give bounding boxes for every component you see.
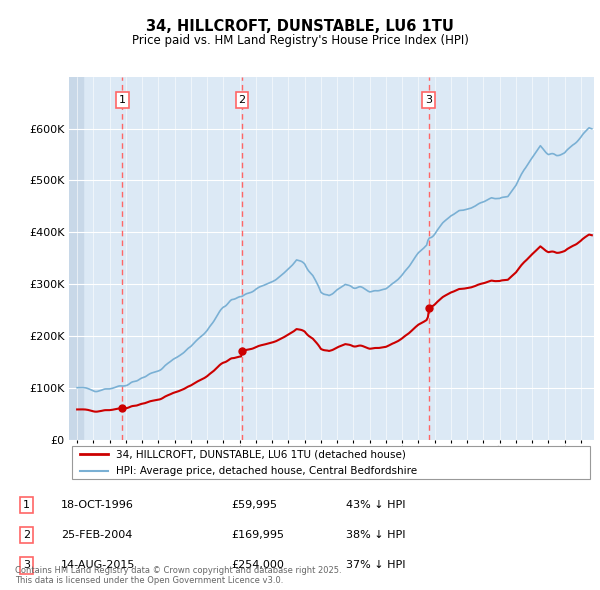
FancyBboxPatch shape xyxy=(71,445,590,480)
Text: £169,995: £169,995 xyxy=(231,530,284,540)
Text: 3: 3 xyxy=(425,95,432,105)
Text: 34, HILLCROFT, DUNSTABLE, LU6 1TU: 34, HILLCROFT, DUNSTABLE, LU6 1TU xyxy=(146,19,454,34)
Text: 3: 3 xyxy=(23,560,30,571)
Text: 2: 2 xyxy=(238,95,245,105)
Text: 43% ↓ HPI: 43% ↓ HPI xyxy=(346,500,406,510)
Text: 37% ↓ HPI: 37% ↓ HPI xyxy=(346,560,406,571)
Text: 18-OCT-1996: 18-OCT-1996 xyxy=(61,500,134,510)
Text: HPI: Average price, detached house, Central Bedfordshire: HPI: Average price, detached house, Cent… xyxy=(116,466,418,476)
Text: Price paid vs. HM Land Registry's House Price Index (HPI): Price paid vs. HM Land Registry's House … xyxy=(131,34,469,47)
Text: 38% ↓ HPI: 38% ↓ HPI xyxy=(346,530,406,540)
Text: 1: 1 xyxy=(119,95,126,105)
Text: 34, HILLCROFT, DUNSTABLE, LU6 1TU (detached house): 34, HILLCROFT, DUNSTABLE, LU6 1TU (detac… xyxy=(116,449,406,459)
Text: £254,000: £254,000 xyxy=(231,560,284,571)
Text: 1: 1 xyxy=(23,500,30,510)
Text: 25-FEB-2004: 25-FEB-2004 xyxy=(61,530,133,540)
Text: Contains HM Land Registry data © Crown copyright and database right 2025.
This d: Contains HM Land Registry data © Crown c… xyxy=(15,566,341,585)
Bar xyxy=(69,77,84,440)
Text: 2: 2 xyxy=(23,530,30,540)
Text: £59,995: £59,995 xyxy=(231,500,277,510)
Text: 14-AUG-2015: 14-AUG-2015 xyxy=(61,560,136,571)
